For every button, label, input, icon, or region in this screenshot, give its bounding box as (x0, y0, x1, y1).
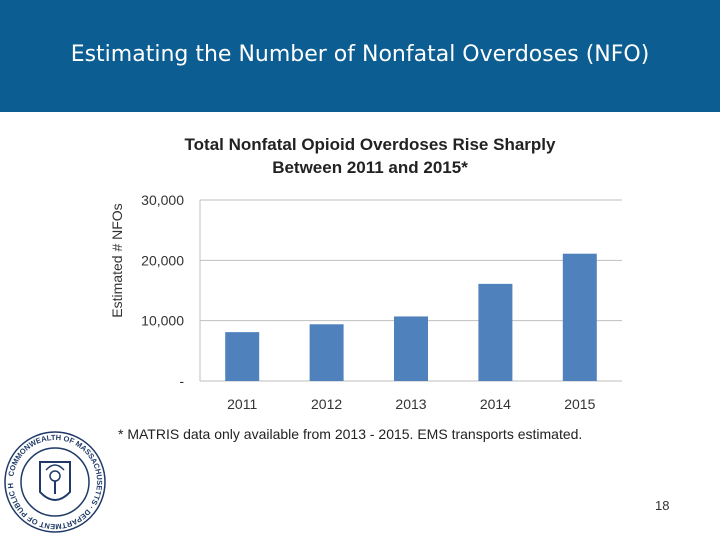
title-banner: Estimating the Number of Nonfatal Overdo… (0, 0, 720, 112)
y-tick-label: 20,000 (141, 252, 184, 268)
bar (394, 316, 428, 381)
x-tick-label: 2014 (480, 396, 511, 412)
slide-title: Estimating the Number of Nonfatal Overdo… (70, 42, 650, 67)
x-tick-label: 2012 (311, 396, 342, 412)
bar (562, 253, 597, 381)
bar (309, 324, 344, 381)
y-tick-label: 30,000 (141, 192, 184, 208)
x-tick-label: 2015 (564, 396, 595, 412)
footnote: * MATRIS data only available from 2013 -… (118, 426, 583, 442)
x-tick-label: 2011 (227, 396, 257, 412)
page-number: 18 (655, 498, 670, 513)
x-tick-label: 2013 (395, 396, 426, 412)
state-seal-logo: COMMONWEALTH OF MASSACHUSETTS · DEPARTME… (0, 430, 106, 533)
y-axis-label: Estimated # NFOs (109, 203, 125, 317)
bar-chart: - 10,000 20,000 30,000 2011 2012 2013 2014 2015 E… (109, 192, 622, 412)
y-tick-label: 10,000 (141, 313, 184, 329)
y-tick-label: - (179, 373, 184, 389)
bar (225, 332, 260, 381)
chart-title: Total Nonfatal Opioid Overdoses Rise Sha… (120, 133, 620, 179)
chart-title-line-2: Between 2011 and 2015* (272, 158, 468, 177)
chart-title-line-1: Total Nonfatal Opioid Overdoses Rise Sha… (184, 135, 556, 154)
bar (478, 283, 513, 381)
